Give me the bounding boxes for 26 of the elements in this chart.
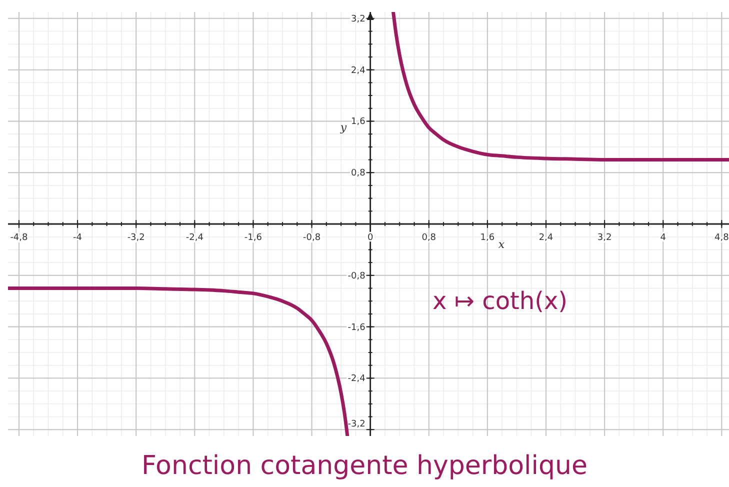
annotation: x ↦ coth(x) [432,287,568,316]
line-series [391,12,729,162]
x-tick-label: 3,2 [597,233,612,243]
x-tick-label: -0,8 [302,233,321,243]
y-tick-label: -3,2 [348,420,366,430]
x-tick-label: 1,6 [480,233,495,243]
x-tick-label: 4,8 [714,233,729,243]
y-tick-label: 3,2 [351,14,366,24]
x-tick-label: -2,4 [186,233,204,243]
line-series [8,286,350,436]
x-tick-label: -4 [73,233,82,243]
y-tick-label: 1,6 [351,117,366,128]
y-tick-label: -2,4 [348,374,366,384]
x-tick-label: 4 [660,233,666,243]
x-tick-label: -4,8 [10,233,28,243]
text: Fonction cotangente hyperbolique [142,451,588,481]
x-tick-label: -1,6 [244,233,262,243]
x-tick-label: -3,2 [127,233,145,243]
x-axis-title: x [498,238,506,251]
x-tick-label: 0,8 [422,233,436,243]
x-tick-label: 2,4 [538,233,554,243]
y-axis-title: y [339,120,348,134]
y-tick-label: 2,4 [351,66,366,76]
y-tick-label: -0,8 [348,271,366,282]
y-tick-label: -1,6 [348,322,366,333]
y-tick-label: 0,8 [351,168,366,179]
